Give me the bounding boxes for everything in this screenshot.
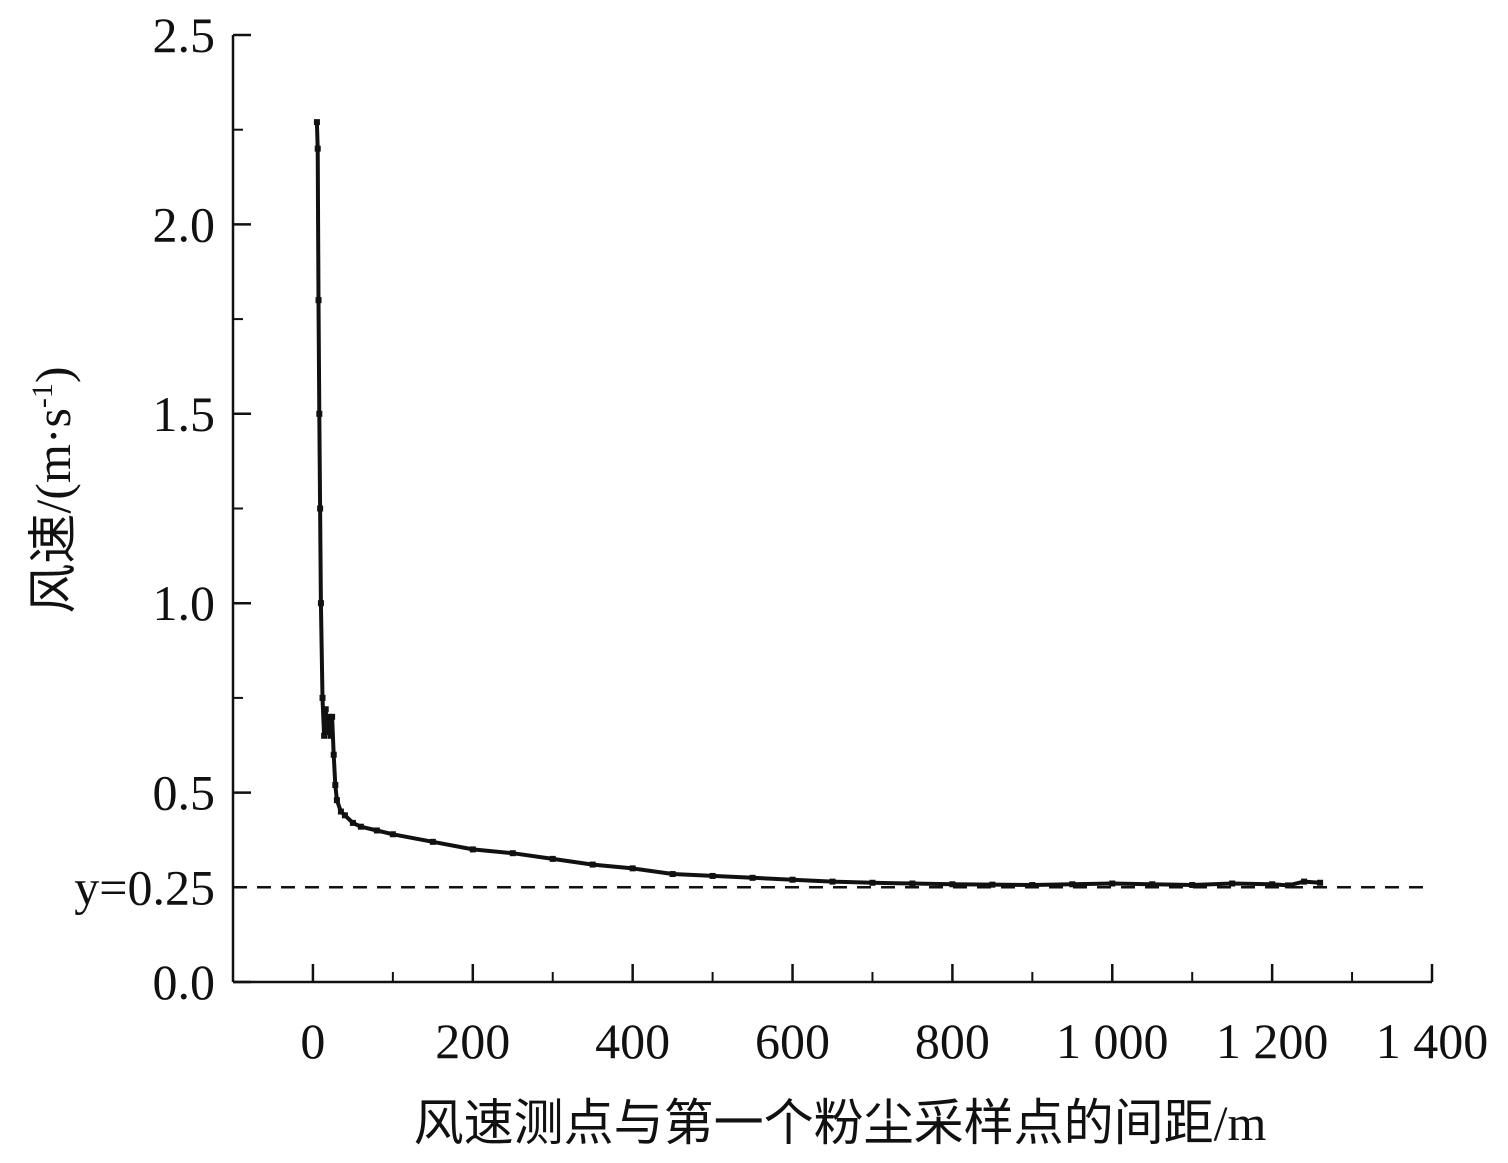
y-tick-label: 2.5 (153, 7, 216, 63)
data-point (317, 600, 324, 607)
data-point (829, 878, 836, 885)
data-point (869, 879, 876, 886)
x-tick-label: 600 (755, 1013, 830, 1069)
data-point (327, 732, 334, 739)
data-point (349, 819, 356, 826)
data-point (1189, 882, 1196, 889)
data-point (315, 297, 322, 304)
data-point (330, 751, 337, 758)
x-tick-label: 1 400 (1376, 1013, 1489, 1069)
y-tick-label: 0.5 (153, 765, 216, 821)
x-axis-title: 风速测点与第一个粉尘采样点的间距/m (414, 1095, 1267, 1151)
data-point (629, 865, 636, 872)
data-point (324, 728, 331, 735)
data-point (429, 838, 436, 845)
data-point (325, 713, 332, 720)
data-point (1069, 881, 1076, 888)
data-point (709, 872, 716, 879)
data-point (509, 850, 516, 857)
data-point (317, 505, 324, 512)
axes (231, 33, 1434, 984)
data-point (1285, 882, 1292, 889)
data-point (1149, 881, 1156, 888)
data-point (949, 881, 956, 888)
data-point (989, 881, 996, 888)
data-point (1029, 882, 1036, 889)
data-point (1109, 880, 1116, 887)
data-point (316, 410, 323, 417)
x-tick-label: 200 (435, 1013, 510, 1069)
data-point (373, 827, 380, 834)
y-tick-label: 1.0 (153, 575, 216, 631)
data-point (329, 713, 336, 720)
data-point (322, 706, 329, 713)
x-tick-label: 800 (915, 1013, 990, 1069)
data-point (321, 732, 328, 739)
data-point (389, 831, 396, 838)
y-tick-label: 2.0 (153, 196, 216, 252)
data-point (1269, 881, 1276, 888)
data-point (749, 874, 756, 881)
data-point (789, 876, 796, 883)
y-tick-label: 1.5 (153, 386, 216, 442)
series-group (313, 119, 1324, 889)
data-point (1301, 878, 1308, 885)
y-tick-label: 0.0 (153, 954, 216, 1010)
data-point (319, 694, 326, 701)
tick-labels: 0.0 0.5 1.0 1.5 2.0 2.5 0 200 400 600 800 1 000 1 20… (74, 7, 1488, 1069)
data-point (669, 871, 676, 878)
data-point (549, 855, 556, 862)
series-line (314, 120, 1323, 888)
y-axis-title: 风速/(m·s-1) (25, 366, 81, 613)
data-point (341, 812, 348, 819)
data-point (357, 823, 364, 830)
data-point (1317, 879, 1324, 886)
data-point (333, 797, 340, 804)
data-point (589, 861, 596, 868)
data-point (1229, 880, 1236, 887)
data-point (313, 119, 320, 126)
x-tick-label: 400 (595, 1013, 670, 1069)
data-point (909, 880, 916, 887)
data-point (314, 145, 321, 152)
data-point (332, 782, 339, 789)
data-point (337, 808, 344, 815)
x-tick-label: 1 200 (1216, 1013, 1329, 1069)
x-tick-label: 1 000 (1056, 1013, 1169, 1069)
reference-line-label: y=0.25 (74, 859, 215, 915)
x-tick-label: 0 (300, 1013, 325, 1069)
data-point (469, 846, 476, 853)
